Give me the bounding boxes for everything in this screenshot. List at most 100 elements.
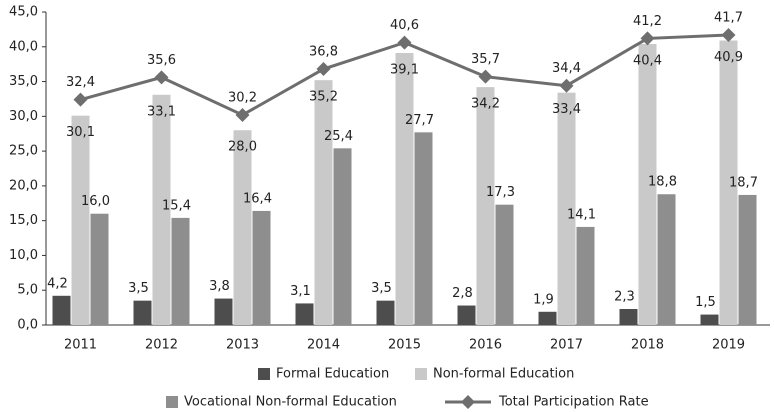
bar: [557, 92, 576, 325]
legend-swatch: [415, 368, 427, 380]
bar: [90, 213, 109, 325]
data-label: 3,1: [290, 284, 311, 299]
data-label: 34,4: [552, 61, 581, 76]
marker: [721, 27, 736, 42]
bar: [214, 298, 233, 325]
data-label: 1,9: [533, 292, 554, 307]
bar: [414, 132, 433, 325]
legend-label: Total Participation Rate: [498, 395, 649, 410]
y-tick-label: 5,0: [17, 283, 38, 298]
bar: [476, 87, 495, 326]
bar: [576, 226, 595, 325]
marker: [73, 92, 88, 107]
bar: [738, 194, 757, 325]
y-tick-label: 15,0: [9, 213, 38, 228]
bar: [233, 130, 252, 325]
data-label: 16,4: [243, 191, 272, 206]
bar: [152, 94, 171, 325]
bar: [171, 217, 190, 325]
data-label: 35,6: [147, 53, 176, 68]
data-label: 33,4: [552, 102, 581, 117]
data-label: 28,0: [228, 140, 257, 155]
data-label: 33,1: [147, 104, 176, 119]
marker: [640, 31, 655, 46]
bar: [700, 314, 719, 325]
marker: [478, 69, 493, 84]
bar: [719, 40, 738, 326]
data-label: 16,0: [81, 194, 110, 209]
legend-label: Non-formal Education: [433, 367, 574, 382]
data-label: 17,3: [486, 185, 515, 200]
y-tick-label: 40,0: [9, 39, 38, 54]
bar: [314, 80, 333, 325]
data-label: 14,1: [567, 207, 596, 222]
data-label: 35,2: [309, 90, 338, 105]
data-label: 15,4: [162, 198, 191, 213]
bar: [457, 305, 476, 325]
data-label: 30,2: [228, 90, 257, 105]
x-tick-label: 2015: [388, 338, 421, 353]
x-tick-label: 2017: [550, 338, 583, 353]
x-tick-label: 2013: [226, 338, 259, 353]
data-label: 4,2: [47, 276, 68, 291]
y-tick-label: 0,0: [17, 318, 38, 333]
data-label: 2,3: [614, 290, 635, 305]
marker: [235, 107, 250, 122]
bar: [133, 300, 152, 325]
marker: [154, 70, 169, 85]
data-label: 25,4: [324, 129, 353, 144]
x-tick-label: 2011: [64, 338, 97, 353]
y-tick-label: 30,0: [9, 109, 38, 124]
y-tick-label: 25,0: [9, 144, 38, 159]
data-label: 32,4: [66, 75, 95, 90]
data-label: 18,7: [729, 175, 758, 190]
data-label: 36,8: [309, 45, 338, 60]
y-tick-label: 45,0: [9, 5, 38, 20]
bar: [333, 148, 352, 325]
legend-swatch: [258, 368, 270, 380]
bar: [619, 309, 638, 325]
y-tick-label: 10,0: [9, 248, 38, 263]
y-tick-label: 35,0: [9, 74, 38, 89]
bar: [252, 210, 271, 325]
x-tick-label: 2012: [145, 338, 178, 353]
bar: [638, 43, 657, 326]
bar: [52, 295, 71, 325]
x-tick-label: 2019: [712, 338, 745, 353]
data-label: 41,7: [714, 10, 743, 25]
data-label: 3,5: [371, 281, 392, 296]
data-label: 27,7: [405, 113, 434, 128]
data-label: 41,2: [633, 14, 662, 29]
bar: [295, 303, 314, 325]
legend-label: Vocational Non-formal Education: [184, 395, 397, 410]
data-label: 3,5: [128, 281, 149, 296]
legend-label: Formal Education: [276, 367, 389, 382]
data-label: 34,2: [471, 97, 500, 112]
x-tick-label: 2014: [307, 338, 340, 353]
data-label: 40,9: [714, 50, 743, 65]
data-label: 40,4: [633, 53, 662, 68]
x-tick-label: 2016: [469, 338, 502, 353]
data-label: 18,8: [648, 175, 677, 190]
marker: [316, 62, 331, 77]
data-label: 39,1: [390, 63, 419, 78]
bar: [395, 53, 414, 325]
data-label: 35,7: [471, 52, 500, 67]
bar: [657, 194, 676, 325]
bar: [376, 300, 395, 325]
y-tick-label: 20,0: [9, 178, 38, 193]
data-label: 40,6: [390, 18, 419, 33]
legend-marker: [461, 395, 475, 409]
data-label: 30,1: [66, 125, 95, 140]
data-label: 1,5: [695, 295, 716, 310]
bar: [495, 204, 514, 325]
data-label: 3,8: [209, 279, 230, 294]
bar: [71, 115, 90, 325]
marker: [559, 78, 574, 93]
marker: [397, 35, 412, 50]
data-label: 2,8: [452, 286, 473, 301]
legend-swatch: [166, 396, 178, 408]
x-tick-label: 2018: [631, 338, 664, 353]
bar: [538, 311, 557, 325]
